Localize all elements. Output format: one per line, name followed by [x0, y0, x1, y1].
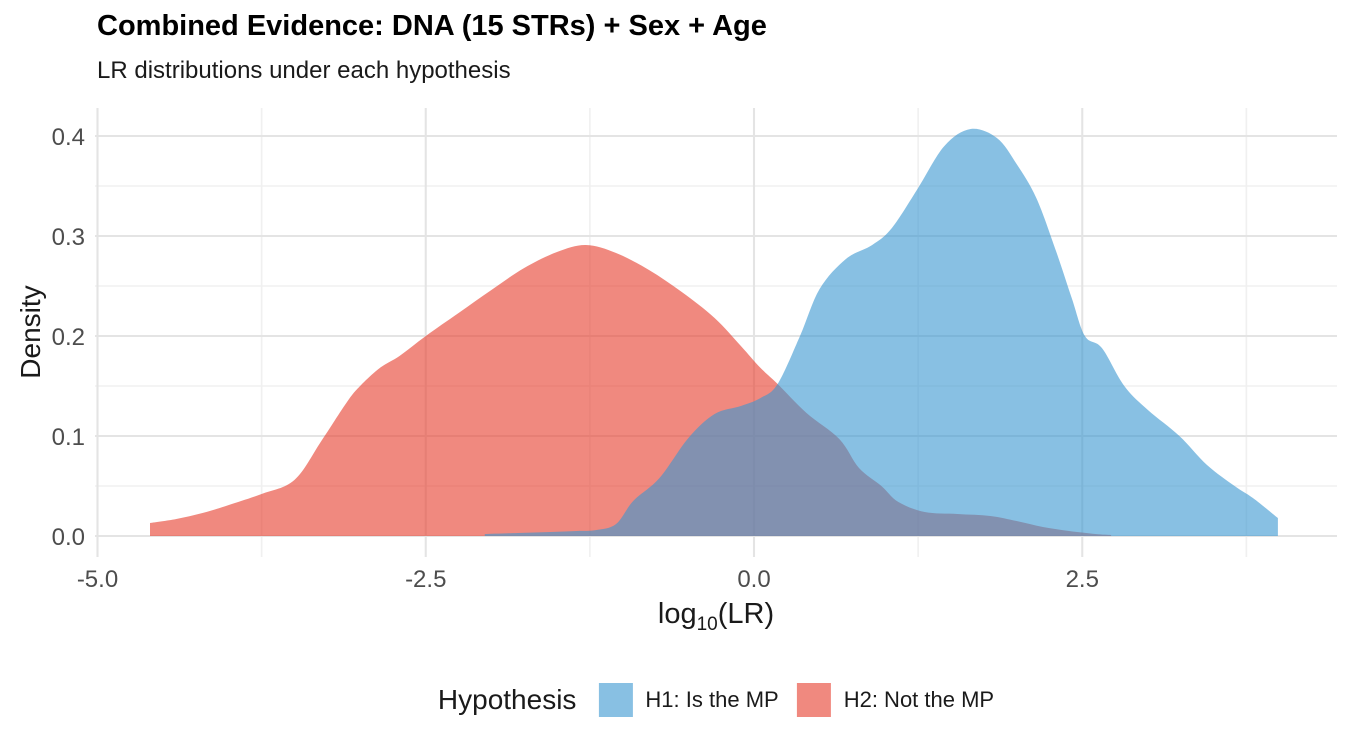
x-axis-title: log10(LR) — [658, 598, 774, 636]
x-axis-title-prefix: log — [657, 598, 697, 630]
y-tick-label: 0.4 — [52, 124, 85, 151]
x-axis-title-subscript: 10 — [696, 614, 718, 635]
chart-subtitle: LR distributions under each hypothesis — [97, 57, 511, 84]
legend: Hypothesis H1: Is the MP H2: Not the MP — [438, 683, 994, 717]
legend-item-h2: H2: Not the MP — [796, 683, 995, 717]
y-axis-tick-labels: 0.0 0.1 0.2 0.3 0.4 — [52, 124, 85, 551]
legend-label-h1: H1: Is the MP — [645, 687, 779, 712]
x-tick-label: -5.0 — [77, 566, 118, 593]
y-axis-title: Density — [15, 285, 46, 379]
density-areas — [150, 128, 1278, 537]
x-tick-label: 0.0 — [737, 566, 770, 593]
y-tick-label: 0.0 — [52, 524, 85, 551]
legend-key-h2-swatch — [796, 683, 831, 717]
x-tick-label: -2.5 — [405, 566, 446, 593]
legend-item-h1: H1: Is the MP — [598, 683, 779, 717]
density-area-h1 — [484, 128, 1278, 537]
y-tick-label: 0.1 — [52, 424, 85, 451]
y-tick-label: 0.2 — [52, 324, 85, 351]
x-tick-label: 2.5 — [1066, 566, 1099, 593]
x-axis-title-suffix: (LR) — [717, 598, 775, 630]
legend-key-h1-swatch — [598, 683, 633, 717]
y-tick-label: 0.3 — [52, 224, 85, 251]
legend-label-h2: H2: Not the MP — [843, 687, 995, 712]
chart-title: Combined Evidence: DNA (15 STRs) + Sex +… — [97, 10, 767, 42]
density-area-h2 — [150, 244, 1112, 537]
legend-title: Hypothesis — [437, 684, 577, 715]
x-axis-tick-labels: -5.0 -2.5 0.0 2.5 — [77, 566, 1099, 593]
